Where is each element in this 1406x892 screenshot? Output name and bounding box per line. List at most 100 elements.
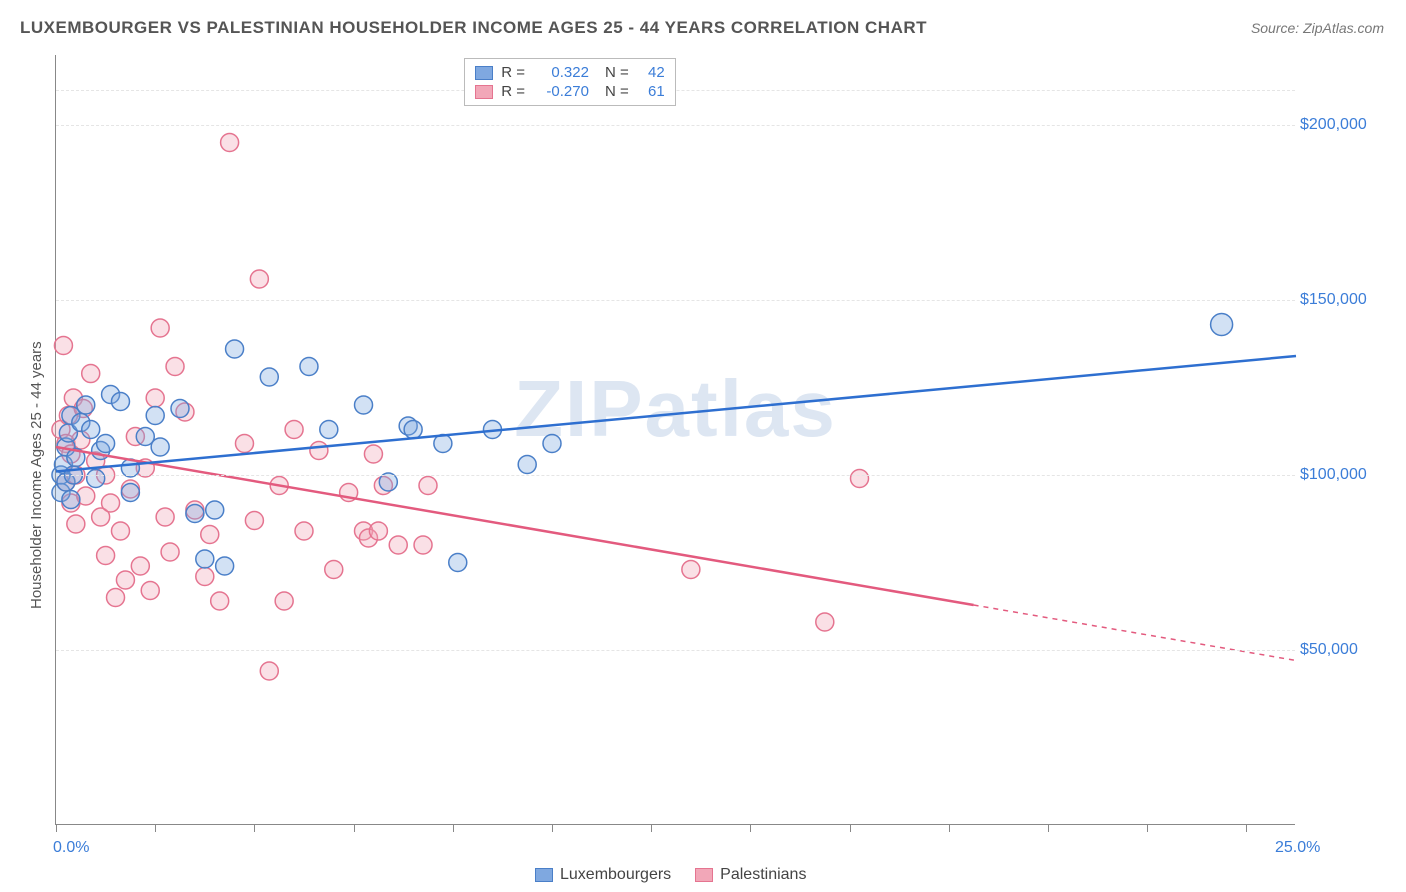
legend-stats: R = 0.322 N = 42 R = -0.270 N = 61 <box>464 58 676 106</box>
x-tick <box>651 824 652 832</box>
gridline <box>56 125 1295 126</box>
x-min-label: 0.0% <box>53 839 89 857</box>
x-tick <box>354 824 355 832</box>
swatch-lux-icon <box>475 66 493 80</box>
legend-item-pal: Palestinians <box>695 866 806 884</box>
data-point <box>211 592 229 610</box>
data-point <box>146 407 164 425</box>
data-point <box>260 368 278 386</box>
data-point <box>62 491 80 509</box>
data-point <box>116 571 134 589</box>
data-point <box>369 522 387 540</box>
data-point <box>151 319 169 337</box>
source-label: Source: ZipAtlas.com <box>1251 20 1384 36</box>
data-point <box>156 508 174 526</box>
data-point <box>260 662 278 680</box>
data-point <box>131 557 149 575</box>
data-point <box>166 358 184 376</box>
swatch-pal-icon <box>695 868 713 882</box>
y-tick-label: $150,000 <box>1300 291 1390 309</box>
y-axis-label: Householder Income Ages 25 - 44 years <box>28 342 45 610</box>
data-point <box>107 589 125 607</box>
data-point <box>151 438 169 456</box>
x-tick <box>453 824 454 832</box>
data-point <box>146 389 164 407</box>
data-point <box>235 435 253 453</box>
data-point <box>121 484 139 502</box>
data-point <box>206 501 224 519</box>
data-point <box>543 435 561 453</box>
swatch-pal-icon <box>475 85 493 99</box>
x-tick <box>1048 824 1049 832</box>
legend-pal-label: Palestinians <box>720 866 806 884</box>
chart-svg <box>56 55 1296 825</box>
data-point <box>196 550 214 568</box>
y-tick-label: $50,000 <box>1300 641 1390 659</box>
data-point <box>77 396 95 414</box>
gridline <box>56 475 1295 476</box>
n-equals: N = <box>605 64 629 81</box>
data-point <box>186 505 204 523</box>
swatch-lux-icon <box>535 868 553 882</box>
data-point <box>111 522 129 540</box>
r-equals: R = <box>501 64 525 81</box>
x-tick <box>155 824 156 832</box>
data-point <box>221 134 239 152</box>
data-point <box>67 515 85 533</box>
data-point <box>245 512 263 530</box>
data-point <box>216 557 234 575</box>
data-point <box>449 554 467 572</box>
data-point <box>300 358 318 376</box>
lux-n-value: 42 <box>637 64 665 81</box>
data-point <box>111 393 129 411</box>
legend-stats-row-pal: R = -0.270 N = 61 <box>475 82 665 101</box>
x-tick <box>1246 824 1247 832</box>
data-point <box>816 613 834 631</box>
trend-line <box>56 356 1296 472</box>
data-point <box>419 477 437 495</box>
gridline <box>56 650 1295 651</box>
x-max-label: 25.0% <box>1275 839 1320 857</box>
data-point <box>250 270 268 288</box>
data-point <box>226 340 244 358</box>
x-tick <box>1147 824 1148 832</box>
plot-area: ZIPatlas $50,000$100,000$150,000$200,000 <box>55 55 1295 825</box>
x-tick <box>850 824 851 832</box>
data-point <box>295 522 313 540</box>
pal-r-value: -0.270 <box>533 83 589 100</box>
y-tick-label: $100,000 <box>1300 466 1390 484</box>
pal-n-value: 61 <box>637 83 665 100</box>
lux-r-value: 0.322 <box>533 64 589 81</box>
r-equals: R = <box>501 83 525 100</box>
data-point <box>325 561 343 579</box>
data-point <box>97 435 115 453</box>
data-point <box>518 456 536 474</box>
x-tick <box>949 824 950 832</box>
data-point <box>355 396 373 414</box>
x-tick <box>56 824 57 832</box>
data-point <box>414 536 432 554</box>
data-point <box>171 400 189 418</box>
data-point <box>201 526 219 544</box>
data-point <box>54 337 72 355</box>
data-point <box>161 543 179 561</box>
data-point <box>82 365 100 383</box>
data-point <box>364 445 382 463</box>
data-point <box>87 470 105 488</box>
x-tick <box>552 824 553 832</box>
legend-stats-row-lux: R = 0.322 N = 42 <box>475 63 665 82</box>
legend-lux-label: Luxembourgers <box>560 866 671 884</box>
legend-series: Luxembourgers Palestinians <box>535 866 806 884</box>
trend-line <box>56 447 974 605</box>
data-point <box>285 421 303 439</box>
data-point <box>102 494 120 512</box>
data-point <box>682 561 700 579</box>
data-point <box>141 582 159 600</box>
data-point <box>310 442 328 460</box>
data-point <box>320 421 338 439</box>
x-tick <box>750 824 751 832</box>
chart-title: LUXEMBOURGER VS PALESTINIAN HOUSEHOLDER … <box>20 18 927 38</box>
gridline <box>56 300 1295 301</box>
data-point <box>196 568 214 586</box>
legend-item-lux: Luxembourgers <box>535 866 671 884</box>
